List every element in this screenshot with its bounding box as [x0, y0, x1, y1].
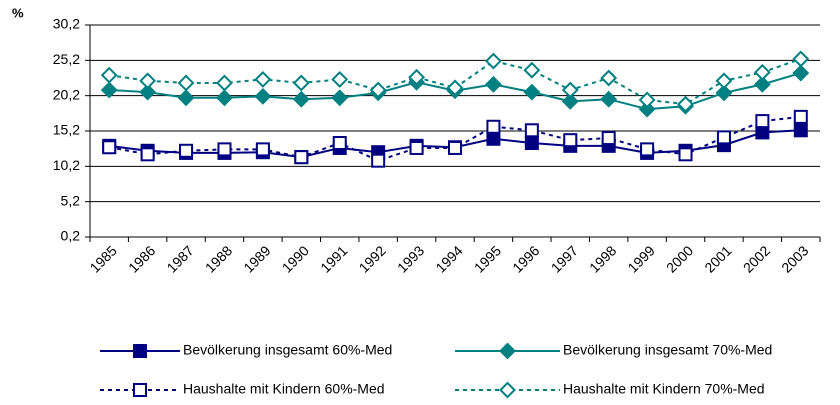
data-point — [753, 75, 771, 93]
data-point — [292, 74, 310, 92]
legend-marker — [499, 381, 516, 399]
legend-label: Haushalte mit Kindern 60%-Med — [183, 381, 385, 397]
data-point — [485, 75, 502, 93]
data-point — [448, 140, 462, 155]
x-tick-label: 2003 — [778, 242, 811, 275]
x-tick-label: 1990 — [279, 242, 312, 275]
data-point — [254, 70, 272, 88]
data-point — [102, 140, 117, 155]
data-point — [523, 61, 541, 79]
legend-marker — [133, 344, 147, 358]
data-point — [371, 153, 386, 168]
data-point — [177, 89, 195, 107]
data-point — [561, 81, 579, 99]
data-point — [140, 147, 155, 162]
data-point — [485, 52, 502, 70]
data-point — [332, 136, 347, 151]
data-point — [446, 79, 464, 97]
data-point — [793, 109, 808, 124]
data-point — [486, 119, 501, 134]
data-point — [216, 89, 233, 107]
y-tick-label: 15,2 — [53, 122, 80, 138]
data-point — [715, 72, 733, 90]
data-point — [677, 95, 694, 113]
data-point — [755, 125, 770, 140]
data-point — [755, 114, 770, 129]
data-point — [139, 72, 157, 90]
x-tick-label: 1985 — [87, 242, 120, 275]
data-point — [177, 74, 195, 92]
data-point — [139, 83, 157, 101]
data-point — [331, 70, 349, 88]
x-tick-label: 2002 — [740, 242, 773, 275]
legend-marker — [499, 342, 516, 360]
data-point — [638, 91, 656, 109]
data-point — [100, 81, 118, 99]
data-point — [716, 130, 731, 145]
y-tick-label: 20,2 — [53, 86, 80, 102]
y-tick-label: 10,2 — [53, 157, 80, 173]
x-tick-label: 1986 — [125, 242, 158, 275]
data-point — [793, 123, 808, 138]
x-tick-label: 1998 — [586, 242, 619, 275]
data-point — [179, 143, 194, 158]
data-point — [254, 87, 272, 105]
data-point — [563, 133, 578, 148]
data-point — [524, 123, 539, 138]
x-tick-label: 1997 — [548, 242, 581, 275]
data-point — [294, 150, 309, 165]
x-tick-label: 2001 — [701, 242, 734, 275]
data-point — [600, 69, 618, 87]
y-tick-label: 25,2 — [53, 51, 80, 67]
data-point — [217, 142, 232, 157]
data-point — [792, 64, 810, 82]
x-tick-label: 1992 — [356, 242, 389, 275]
data-point — [331, 89, 349, 107]
x-tick-label: 1991 — [317, 242, 350, 275]
data-point — [100, 66, 118, 84]
x-tick-label: 1989 — [240, 242, 273, 275]
data-point — [524, 136, 539, 151]
data-point — [255, 142, 270, 157]
data-point — [408, 68, 425, 86]
x-tick-label: 1988 — [202, 242, 235, 275]
legend-label: Haushalte mit Kindern 70%-Med — [563, 381, 765, 397]
data-point — [600, 90, 618, 108]
x-tick-label: 1994 — [432, 242, 465, 275]
data-point — [638, 100, 656, 118]
data-point — [523, 83, 541, 101]
legend-label: Bevölkerung insgesamt 70%-Med — [563, 342, 772, 358]
x-tick-label: 1987 — [163, 242, 196, 275]
data-point — [561, 92, 579, 110]
data-point — [601, 131, 616, 146]
y-tick-label: 5,2 — [61, 192, 81, 208]
data-point — [369, 81, 387, 99]
data-point — [216, 74, 233, 92]
x-tick-label: 1993 — [394, 242, 427, 275]
legend-label: Bevölkerung insgesamt 60%-Med — [183, 342, 392, 358]
data-point — [792, 50, 810, 68]
data-point — [640, 142, 655, 157]
x-tick-label: 1995 — [471, 242, 504, 275]
data-point — [292, 90, 310, 108]
data-point — [486, 131, 501, 146]
y-tick-label: 30,2 — [53, 16, 80, 32]
x-tick-label: 1999 — [625, 242, 658, 275]
x-tick-label: 1996 — [509, 242, 542, 275]
x-tick-label: 2000 — [663, 242, 696, 275]
data-point — [715, 84, 733, 102]
data-point — [409, 140, 424, 155]
data-point — [753, 63, 771, 81]
data-point — [678, 147, 693, 162]
legend-marker — [133, 383, 147, 397]
y-tick-label: 0,2 — [61, 228, 81, 244]
y-axis-label: % — [12, 5, 24, 20]
